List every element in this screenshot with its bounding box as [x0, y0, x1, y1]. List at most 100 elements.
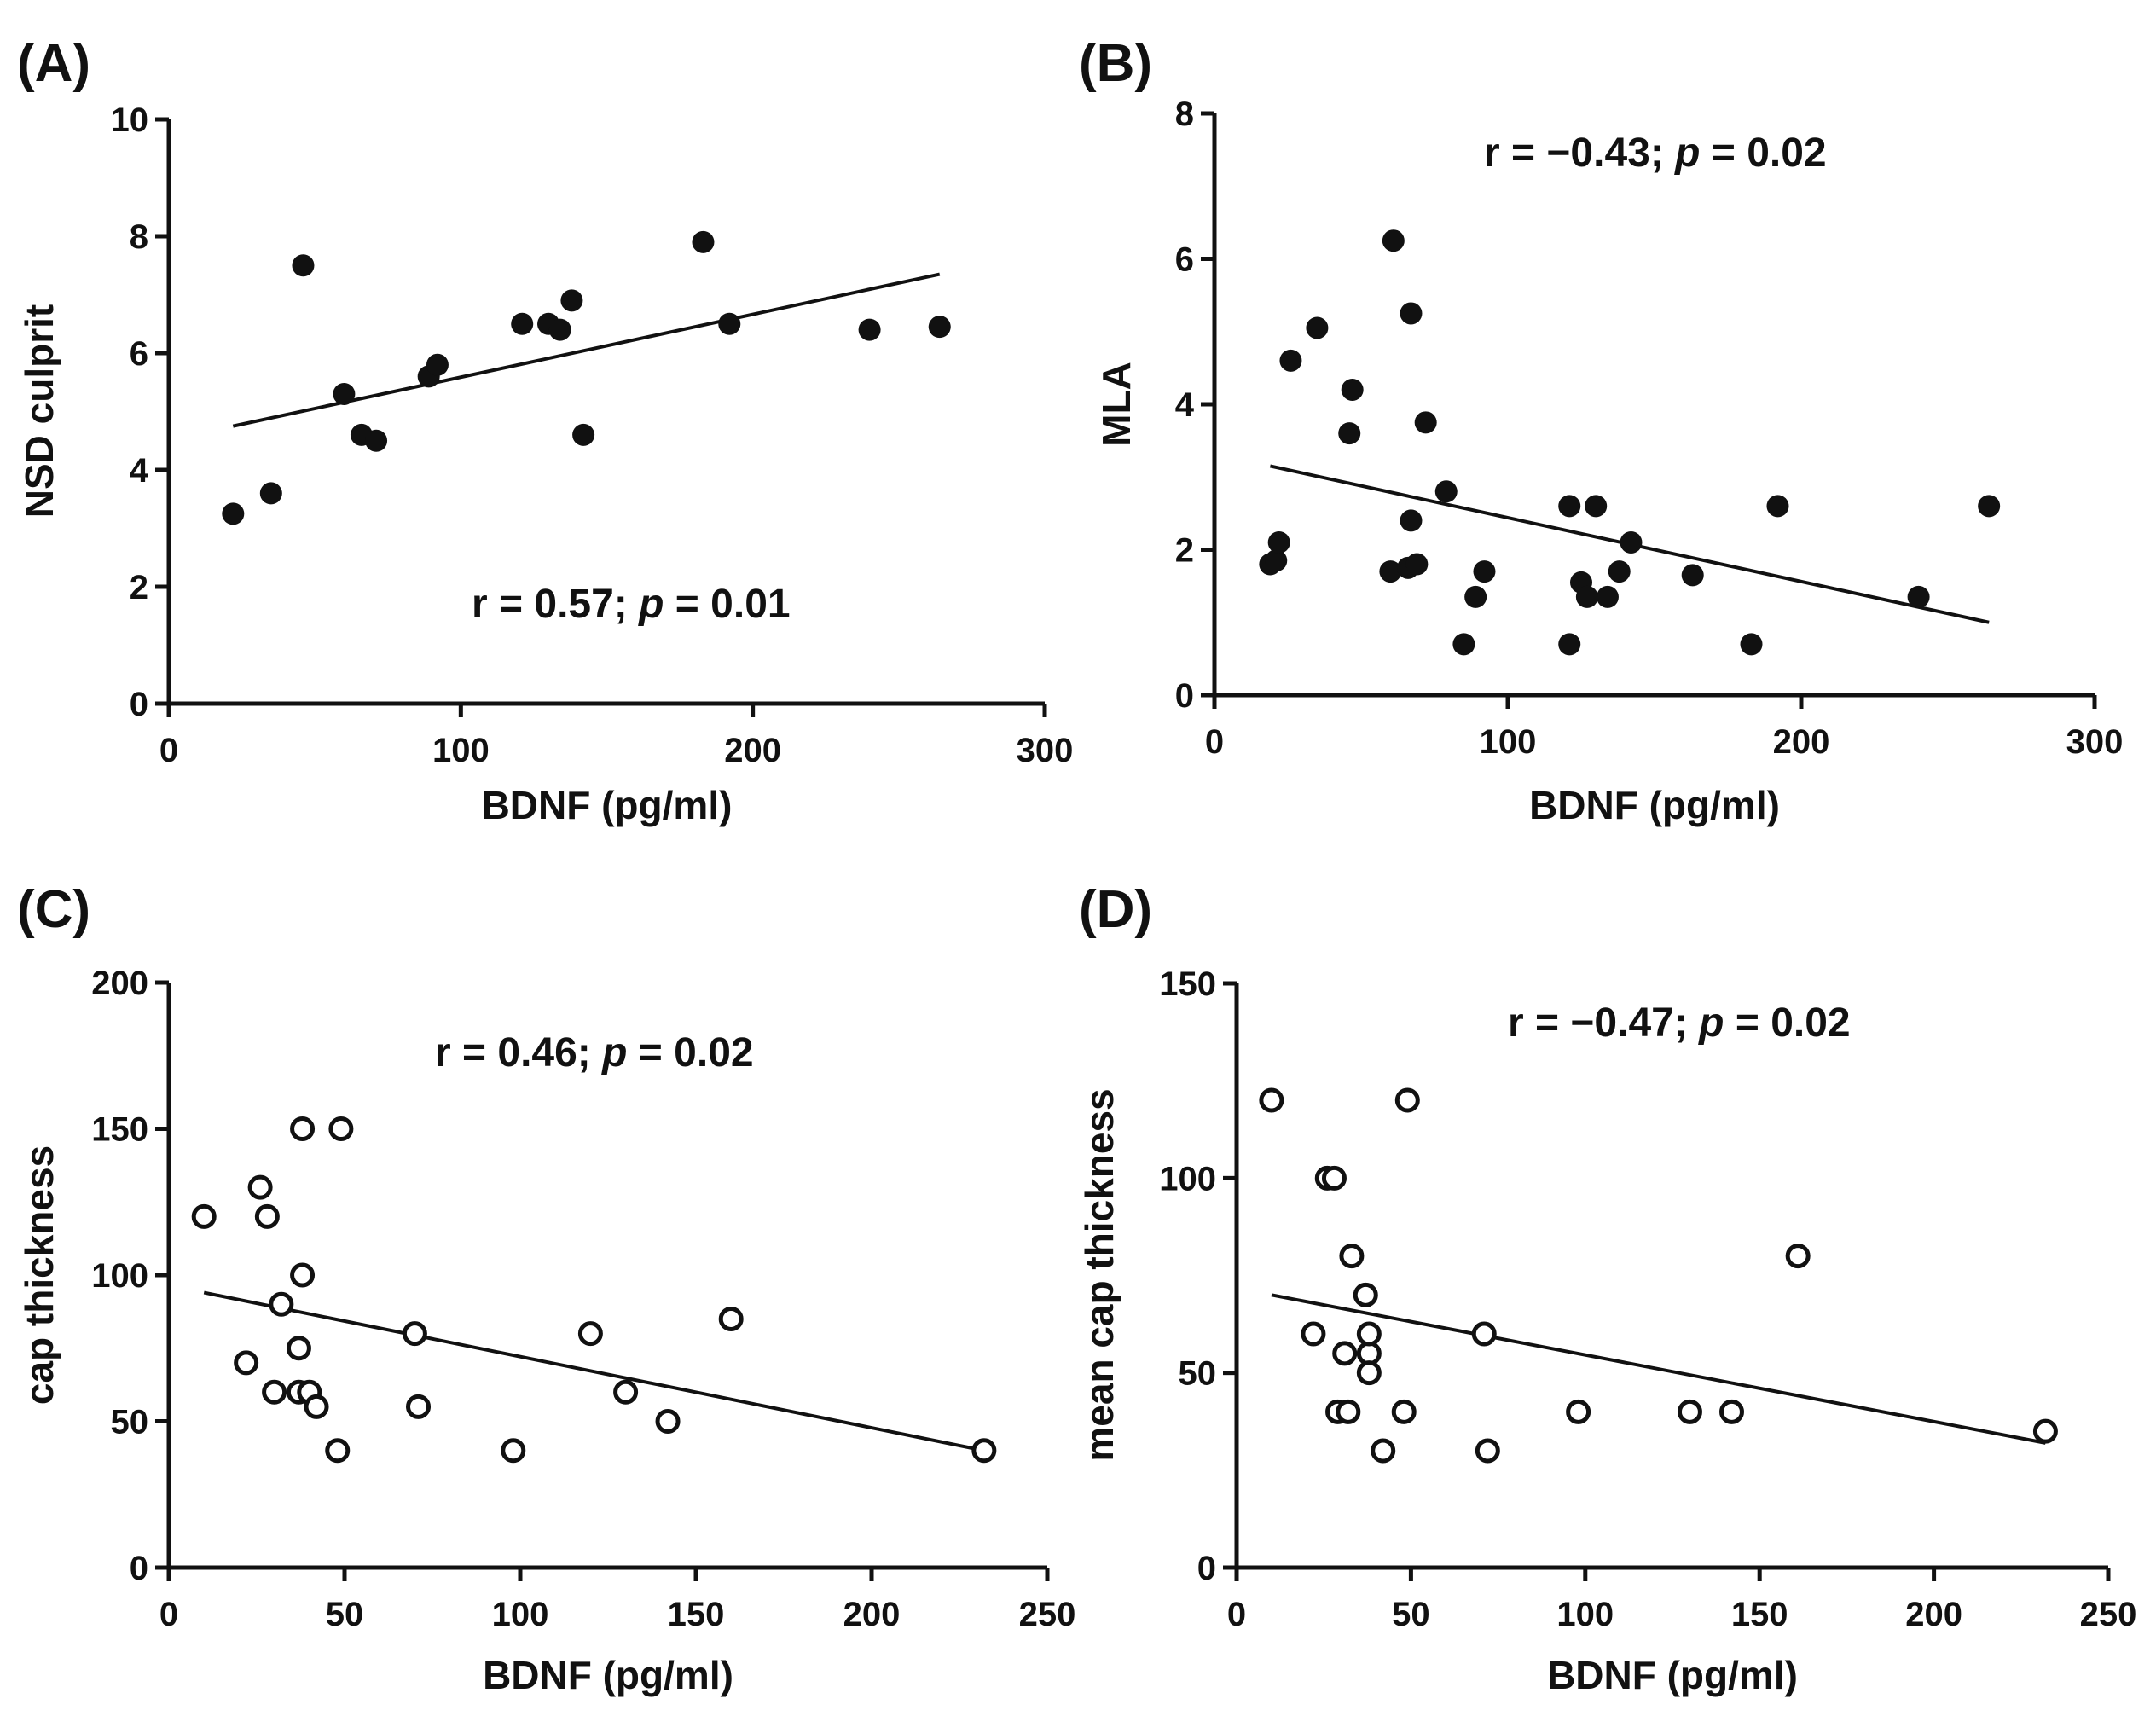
data-point	[1907, 585, 1930, 608]
x-axis-label: BDNF (pg/ml)	[1529, 783, 1780, 827]
r-value: r = 0.46;	[435, 1030, 602, 1075]
x-tick-label: 200	[1905, 1596, 1962, 1633]
data-point	[1371, 1438, 1396, 1464]
data-point	[1394, 1087, 1420, 1113]
data-point	[254, 1203, 280, 1229]
correlation-annotation: r = −0.43; p = 0.02	[1484, 130, 1827, 176]
y-tick-label: 150	[91, 1111, 148, 1149]
p-value: = 0.01	[664, 582, 790, 627]
data-point	[1306, 316, 1329, 339]
y-tick-label: 0	[1175, 677, 1194, 715]
data-point	[191, 1203, 217, 1229]
y-tick-label: 200	[91, 965, 148, 1002]
data-point	[1978, 495, 2001, 518]
data-point	[259, 482, 282, 505]
regression-line	[1271, 1293, 2046, 1445]
y-axis-label: cap thickness	[17, 1145, 61, 1405]
x-axis-label: BDNF (pg/ml)	[483, 1653, 733, 1697]
y-tick-label: 6	[130, 335, 148, 373]
data-point	[1558, 633, 1581, 656]
data-point	[655, 1409, 681, 1434]
data-point	[286, 1336, 311, 1361]
data-point	[328, 1116, 354, 1141]
data-point	[1400, 509, 1423, 532]
x-tick-label: 200	[1773, 723, 1830, 761]
data-point	[1259, 1087, 1284, 1113]
x-tick-label: 250	[1019, 1596, 1076, 1633]
data-point	[1681, 564, 1704, 587]
panel-b: (B) 0 2 4 6 8 0 100 200 300 BDNF (pg/ml) MLA r = −0.…	[1079, 34, 2123, 827]
y-tick-label: 100	[1159, 1160, 1216, 1197]
data-point	[1766, 495, 1789, 518]
data-point	[1608, 560, 1631, 583]
x-tick-label: 150	[668, 1596, 725, 1633]
data-point	[365, 429, 388, 452]
data-point	[928, 316, 951, 339]
p-symbol: p	[600, 1030, 627, 1075]
data-point	[577, 1321, 603, 1347]
r-value: r = −0.47;	[1508, 1000, 1699, 1046]
y-axis-label: mean cap thickness	[1077, 1088, 1121, 1461]
y-axis-label: NSD culprit	[17, 304, 61, 518]
regression-line	[203, 1290, 985, 1452]
data-point	[1336, 1399, 1361, 1424]
x-axis-label: BDNF (pg/ml)	[482, 783, 733, 827]
data-point	[1575, 585, 1598, 608]
correlation-annotation: r = −0.47; p = 0.02	[1508, 1000, 1851, 1046]
y-tick-label: 8	[130, 218, 148, 256]
data-point	[1475, 1438, 1500, 1464]
x-tick-label: 100	[432, 732, 490, 769]
panel-label: (D)	[1079, 880, 1152, 939]
data-point	[1434, 480, 1458, 503]
data-point	[1620, 530, 1643, 554]
data-point	[1677, 1399, 1702, 1424]
y-tick-label: 150	[1159, 965, 1216, 1003]
data-point	[1400, 302, 1423, 325]
data-point	[2032, 1418, 2058, 1444]
data-point	[1464, 585, 1487, 608]
x-axis-label: BDNF (pg/ml)	[1547, 1653, 1798, 1697]
data-point	[1321, 1165, 1347, 1191]
data-point	[1473, 560, 1496, 583]
data-point	[692, 230, 715, 253]
x-tick-label: 0	[159, 732, 178, 769]
data-point	[1471, 1321, 1497, 1347]
data-point	[1585, 495, 1608, 518]
data-point	[269, 1291, 294, 1317]
x-tick-label: 150	[1731, 1596, 1788, 1633]
p-value: = 0.02	[1724, 1000, 1850, 1046]
x-tick-label: 0	[1205, 723, 1224, 761]
y-tick-label: 8	[1175, 96, 1194, 133]
y-tick-label: 2	[1175, 532, 1194, 570]
data-point	[1596, 585, 1619, 608]
data-point	[1379, 560, 1402, 583]
data-point	[511, 312, 534, 335]
x-tick-label: 50	[1392, 1596, 1430, 1633]
data-point	[1279, 349, 1302, 372]
x-tick-label: 0	[159, 1596, 178, 1633]
data-point	[1339, 1244, 1365, 1269]
data-point	[548, 318, 571, 341]
data-point	[572, 423, 595, 446]
data-point	[333, 382, 356, 405]
panel-label: (C)	[17, 880, 90, 939]
data-point	[1740, 633, 1763, 656]
y-tick-label: 2	[130, 569, 148, 606]
y-tick-label: 50	[1179, 1355, 1217, 1393]
x-tick-label: 200	[724, 732, 781, 769]
p-value: = 0.02	[627, 1030, 753, 1075]
data-point	[1558, 495, 1581, 518]
data-point	[613, 1379, 639, 1405]
data-point	[325, 1438, 351, 1464]
p-symbol: p	[637, 582, 664, 627]
y-tick-label: 10	[111, 101, 149, 139]
p-symbol: p	[1673, 130, 1700, 176]
data-point	[718, 1306, 744, 1331]
data-point	[262, 1379, 287, 1405]
data-point	[718, 312, 741, 335]
y-tick-label: 6	[1175, 241, 1194, 279]
data-point	[402, 1321, 427, 1347]
data-point	[971, 1438, 997, 1464]
